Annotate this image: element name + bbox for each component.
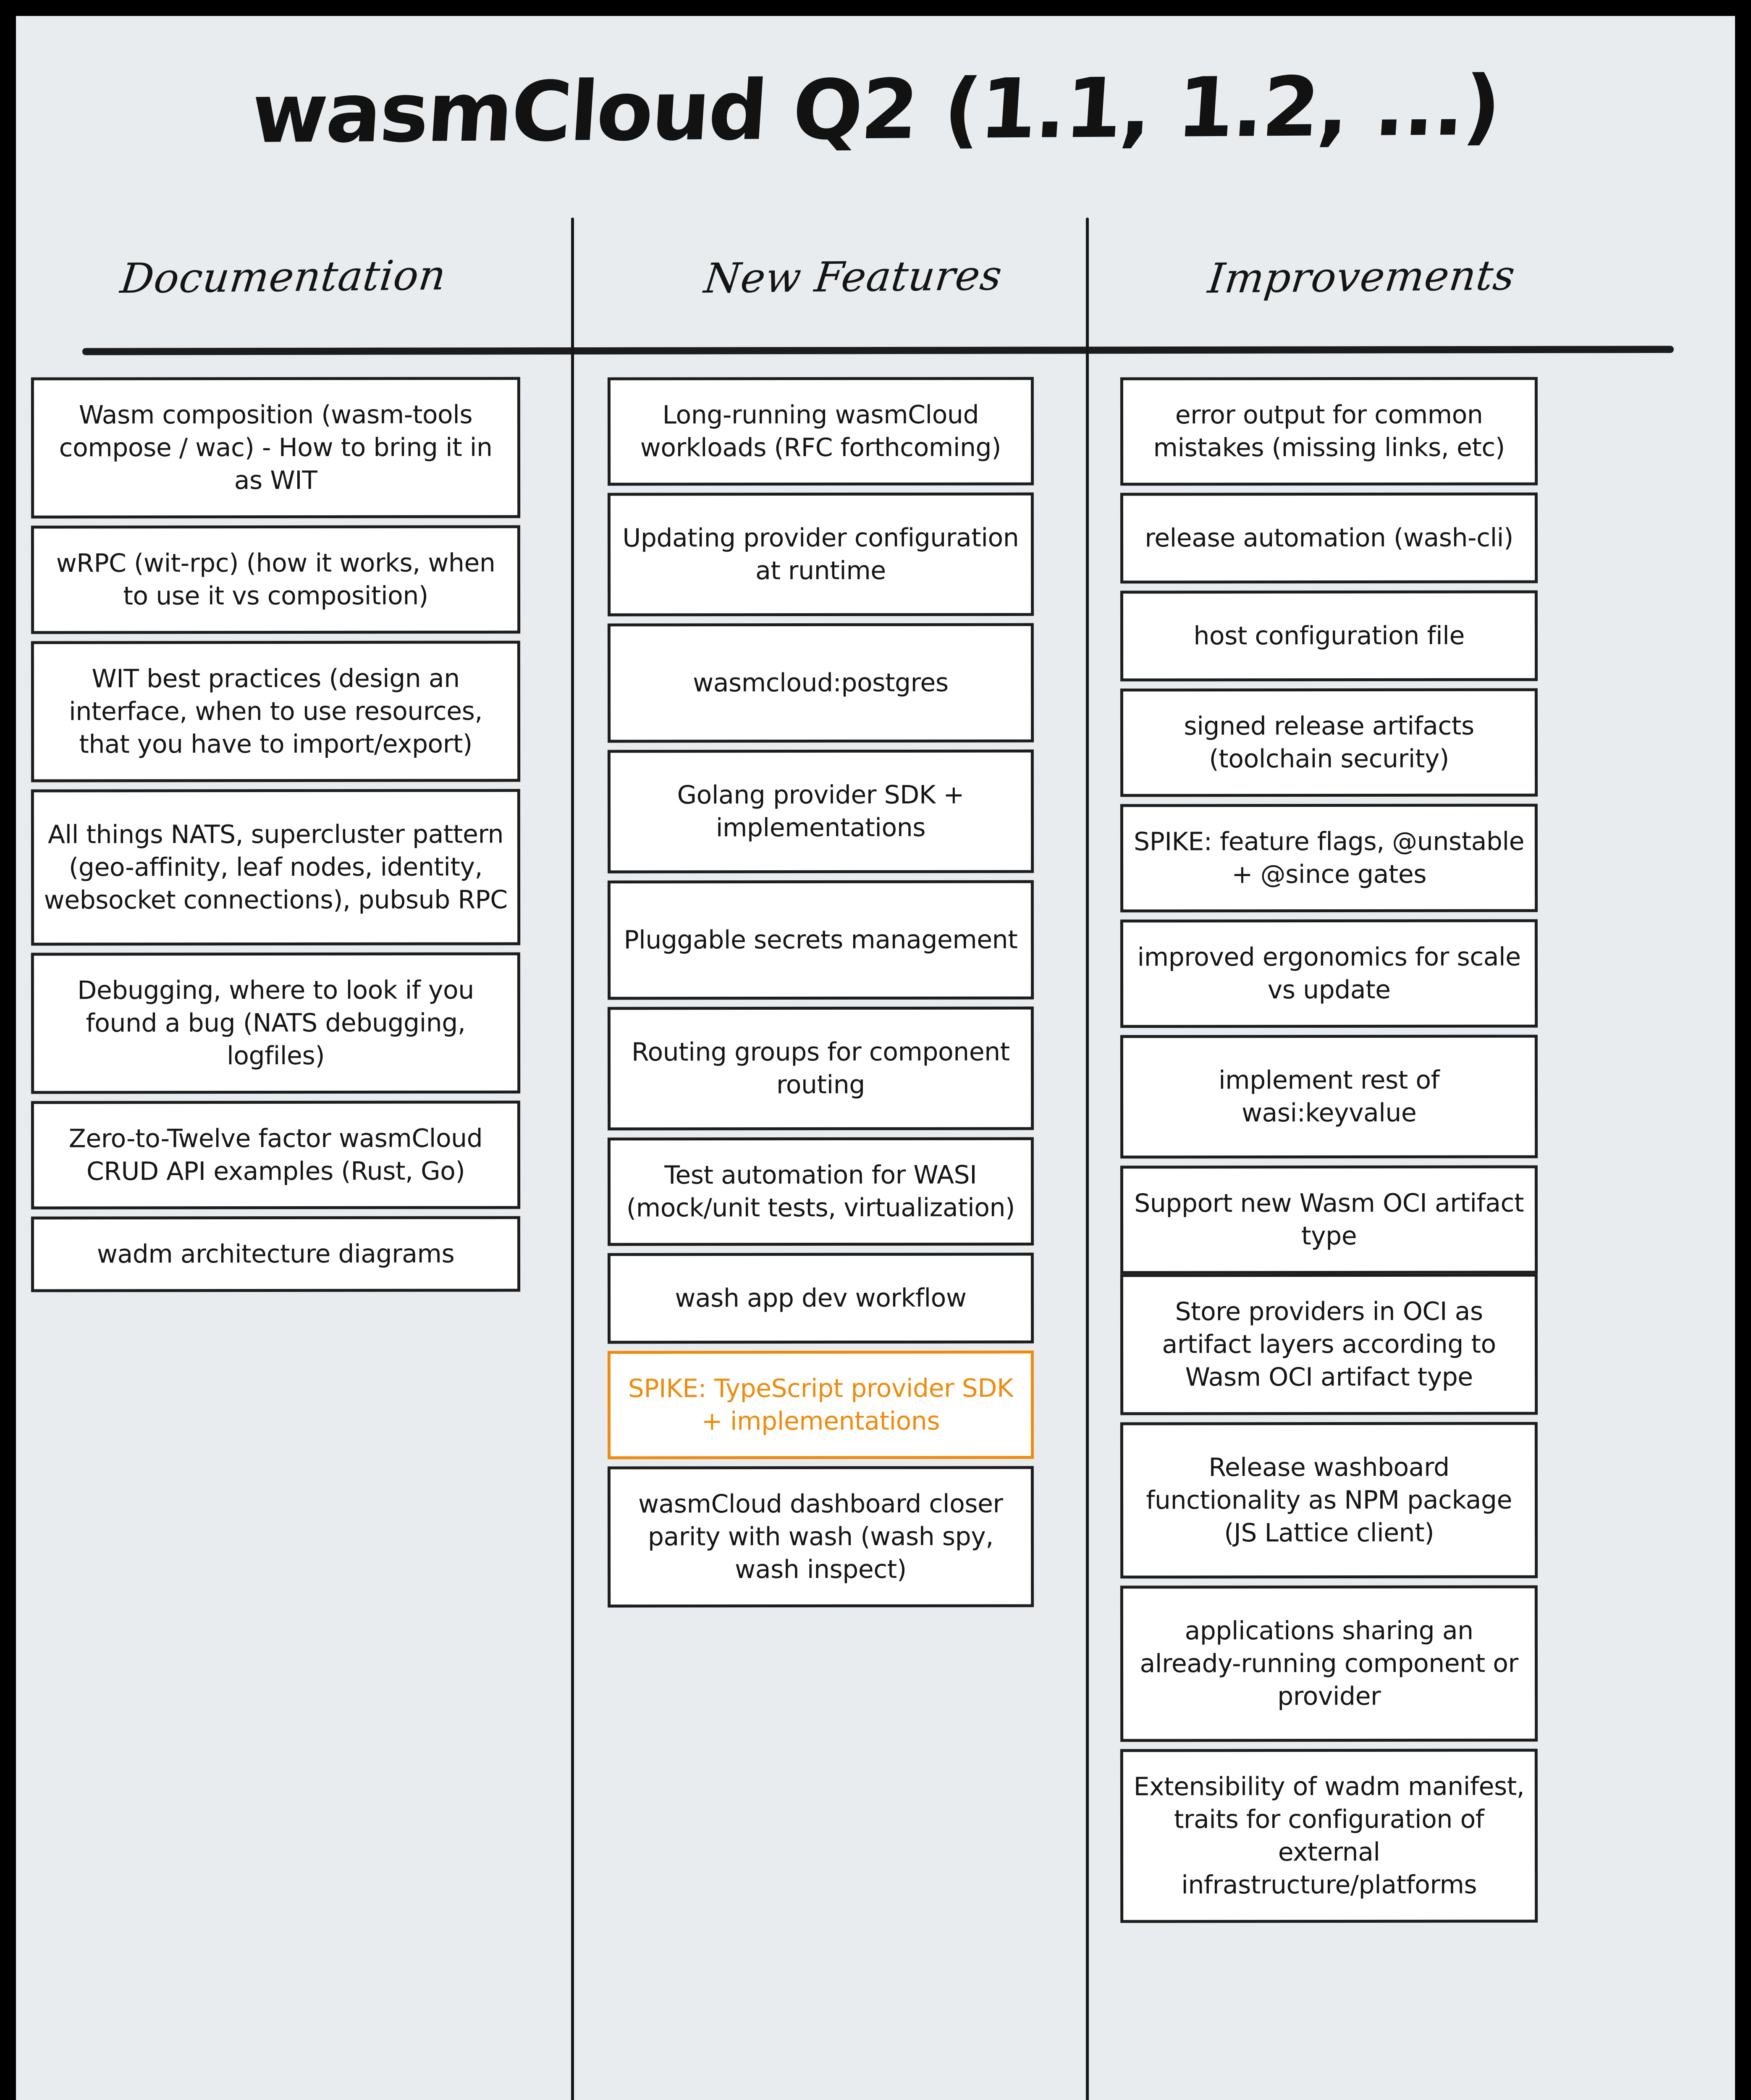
card-new-features-7[interactable]: Test automation for WASI (mock/unit test…: [607, 1137, 1034, 1246]
column-divider-1: [571, 218, 574, 2100]
card-improvements-11[interactable]: applications sharing an already-running …: [1120, 1585, 1538, 1742]
column-documentation: Wasm composition (wasm-tools compose / w…: [16, 377, 559, 1299]
card-documentation-3[interactable]: WIT best practices (design an interface,…: [31, 640, 521, 782]
card-new-features-10[interactable]: wasmCloud dashboard closer parity with w…: [607, 1466, 1034, 1608]
board-columns: Wasm composition (wasm-tools compose / w…: [16, 377, 1735, 1930]
card-improvements-8[interactable]: Support new Wasm OCI artifact type: [1120, 1165, 1538, 1274]
card-improvements-1[interactable]: error output for common mistakes (missin…: [1120, 377, 1538, 486]
column-improvements: error output for common mistakes (missin…: [1064, 377, 1735, 1930]
card-improvements-9[interactable]: Store providers in OCI as artifact layer…: [1120, 1273, 1538, 1415]
column-header-documentation: Documentation: [118, 251, 449, 303]
board-canvas: wasmCloud Q2 (1.1, 1.2, ...) Documentati…: [16, 16, 1735, 2100]
card-new-features-4[interactable]: Golang provider SDK + implementations: [607, 749, 1034, 874]
card-documentation-4[interactable]: All things NATS, supercluster pattern (g…: [31, 789, 521, 946]
card-improvements-4[interactable]: signed release artifacts (toolchain secu…: [1120, 688, 1538, 797]
column-divider-2: [1086, 218, 1089, 2100]
card-improvements-6[interactable]: improved ergonomics for scale vs update: [1120, 919, 1538, 1028]
column-header-new-features: New Features: [702, 252, 1005, 303]
page-title: wasmCloud Q2 (1.1, 1.2, ...): [249, 58, 1502, 162]
header-underline: [82, 346, 1674, 355]
card-documentation-5[interactable]: Debugging, where to look if you found a …: [31, 952, 521, 1094]
card-improvements-2[interactable]: release automation (wash-cli): [1120, 492, 1538, 584]
card-improvements-5[interactable]: SPIKE: feature flags, @unstable + @since…: [1120, 803, 1538, 913]
column-header-improvements: Improvements: [1206, 252, 1518, 303]
card-documentation-2[interactable]: wRPC (wit-rpc) (how it works, when to us…: [31, 525, 521, 634]
card-new-features-5[interactable]: Pluggable secrets management: [607, 880, 1034, 1000]
column-new-features: Long-running wasmCloud workloads (RFC fo…: [559, 377, 1064, 1614]
card-improvements-10[interactable]: Release washboard functionality as NPM p…: [1120, 1422, 1538, 1579]
card-new-features-6[interactable]: Routing groups for component routing: [607, 1006, 1034, 1131]
card-new-features-1[interactable]: Long-running wasmCloud workloads (RFC fo…: [607, 377, 1034, 486]
card-improvements-3[interactable]: host configuration file: [1120, 590, 1538, 682]
card-documentation-1[interactable]: Wasm composition (wasm-tools compose / w…: [31, 377, 521, 519]
card-documentation-7[interactable]: wadm architecture diagrams: [31, 1216, 521, 1292]
card-improvements-12[interactable]: Extensibility of wadm manifest, traits f…: [1120, 1748, 1538, 1923]
card-new-features-9[interactable]: SPIKE: TypeScript provider SDK + impleme…: [607, 1350, 1034, 1460]
card-new-features-8[interactable]: wash app dev workflow: [608, 1252, 1034, 1344]
card-new-features-2[interactable]: Updating provider configuration at runti…: [607, 492, 1034, 617]
card-improvements-7[interactable]: implement rest of wasi:keyvalue: [1120, 1034, 1538, 1159]
card-new-features-3[interactable]: wasmcloud:postgres: [607, 623, 1034, 743]
card-documentation-6[interactable]: Zero-to-Twelve factor wasmCloud CRUD API…: [31, 1100, 521, 1210]
